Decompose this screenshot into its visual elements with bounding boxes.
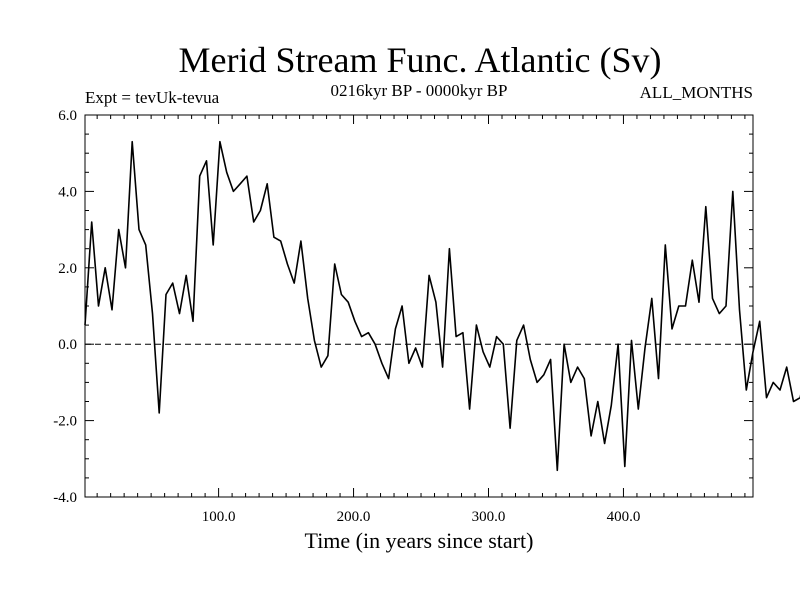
- x-tick-label: 300.0: [472, 509, 506, 525]
- y-tick-label: 0.0: [58, 337, 77, 353]
- x-axis: 100.0 200.0 300.0 400.0: [96, 115, 746, 525]
- time-range-label: 0216kyr BP - 0000kyr BP: [331, 81, 508, 100]
- y-tick-label: -2.0: [53, 414, 77, 430]
- y-tick-label: -4.0: [53, 490, 77, 506]
- y-axis: -4.0 -2.0 0.0 2.0 4.0 6.0: [53, 108, 753, 506]
- y-tick-label: 4.0: [58, 184, 77, 200]
- chart-title: Merid Stream Func. Atlantic (Sv): [179, 40, 662, 80]
- months-label: ALL_MONTHS: [640, 83, 753, 102]
- x-tick-label: 100.0: [202, 509, 236, 525]
- series-line: [84, 140, 800, 472]
- x-tick-label: 400.0: [607, 509, 641, 525]
- y-tick-label: 6.0: [58, 108, 77, 124]
- x-tick-label: 200.0: [337, 509, 371, 525]
- experiment-label: Expt = tevUk-tevua: [85, 88, 220, 107]
- x-axis-label: Time (in years since start): [305, 528, 534, 553]
- y-tick-label: 2.0: [58, 261, 77, 277]
